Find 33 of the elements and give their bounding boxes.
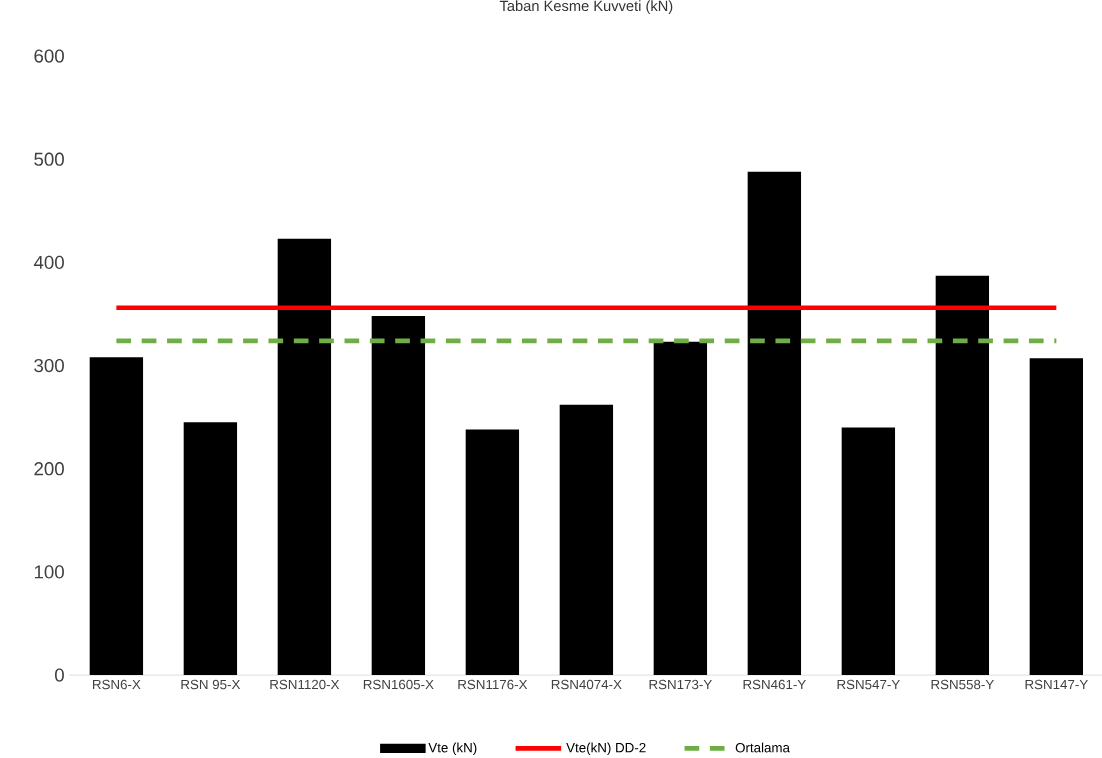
y-tick-label: 500 [34,152,64,166]
x-tick-label: RSN461-Y [743,679,806,690]
legend-label: Vte (kN) [428,742,477,756]
x-tick-label: RSN147-Y [1025,679,1088,690]
y-tick-label: 300 [34,359,64,373]
x-tick-label: RSN1605-X [363,679,434,690]
x-tick-label: RSN 95-X [181,679,241,690]
bar [277,238,332,676]
x-tick-label: RSN4074-X [551,679,622,690]
y-tick-label: 200 [34,462,64,476]
x-tick-label: RSN6-X [93,679,141,690]
chart-title: Taban Kesme Kuvveti (kN) [499,0,673,15]
x-tick-label: RSN173-Y [649,679,712,690]
x-tick-label: RSN1176-X [458,679,528,690]
y-tick-label: 100 [34,565,64,579]
y-tick-label: 600 [34,49,64,63]
y-tick-label: 400 [33,255,64,270]
bar [841,427,896,676]
bar [653,341,708,676]
bar [371,316,426,676]
legend-label: Ortalama [735,742,790,753]
bar [89,357,144,676]
bar [935,275,990,676]
bar [1029,358,1084,676]
y-tick-label: 0 [55,668,64,682]
bar [559,404,614,676]
bar [747,171,802,676]
x-tick-label: RSN1120-X [270,679,340,690]
legend-label: Vte(kN) DD-2 [566,742,646,756]
x-tick-label: RSN558-Y [931,679,994,690]
bar [465,429,520,676]
bar [183,422,238,676]
x-tick-label: RSN547-Y [837,679,900,690]
